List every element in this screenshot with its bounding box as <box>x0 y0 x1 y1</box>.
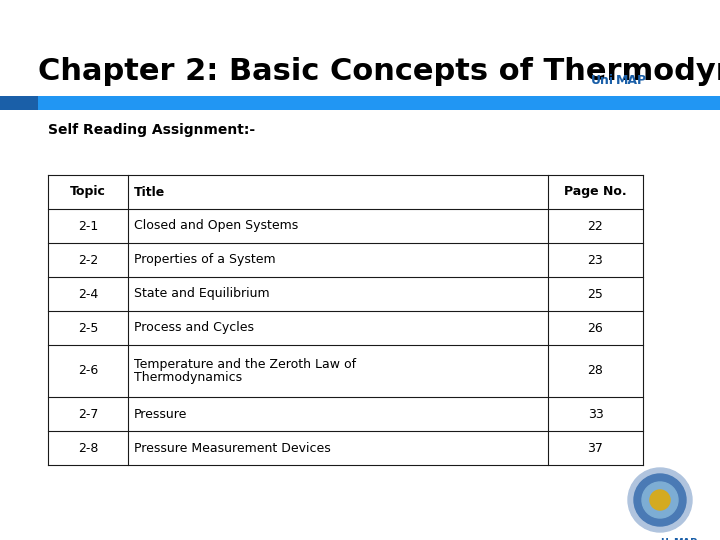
Text: 2-6: 2-6 <box>78 364 98 377</box>
Circle shape <box>634 474 686 526</box>
Text: 2-1: 2-1 <box>78 219 98 233</box>
Text: Uni: Uni <box>660 538 678 540</box>
Text: 2-5: 2-5 <box>78 321 98 334</box>
Text: 23: 23 <box>588 253 603 267</box>
Text: Uni: Uni <box>590 73 613 86</box>
Text: 33: 33 <box>588 408 603 421</box>
Text: Process and Cycles: Process and Cycles <box>134 321 254 334</box>
Text: Topic: Topic <box>70 186 106 199</box>
Text: Closed and Open Systems: Closed and Open Systems <box>134 219 298 233</box>
Text: 2-7: 2-7 <box>78 408 98 421</box>
Text: MAP: MAP <box>616 73 647 86</box>
Text: MAP: MAP <box>673 538 697 540</box>
Text: 37: 37 <box>588 442 603 455</box>
Text: Properties of a System: Properties of a System <box>134 253 276 267</box>
Text: Pressure Measurement Devices: Pressure Measurement Devices <box>134 442 330 455</box>
Text: 26: 26 <box>588 321 603 334</box>
Circle shape <box>628 468 692 532</box>
Text: Thermodynamics: Thermodynamics <box>134 371 242 384</box>
Text: 2-2: 2-2 <box>78 253 98 267</box>
Text: 28: 28 <box>588 364 603 377</box>
Text: 22: 22 <box>588 219 603 233</box>
Circle shape <box>650 490 670 510</box>
Text: 25: 25 <box>588 287 603 300</box>
Circle shape <box>642 482 678 518</box>
Text: Self Reading Assignment:-: Self Reading Assignment:- <box>48 123 255 137</box>
Text: Chapter 2: Basic Concepts of Thermodynamics: Chapter 2: Basic Concepts of Thermodynam… <box>38 57 720 86</box>
Text: Title: Title <box>134 186 166 199</box>
Text: Pressure: Pressure <box>134 408 187 421</box>
Text: State and Equilibrium: State and Equilibrium <box>134 287 269 300</box>
Text: 2-4: 2-4 <box>78 287 98 300</box>
Text: 2-8: 2-8 <box>78 442 98 455</box>
Text: Temperature and the Zeroth Law of: Temperature and the Zeroth Law of <box>134 358 356 371</box>
Text: Page No.: Page No. <box>564 186 627 199</box>
